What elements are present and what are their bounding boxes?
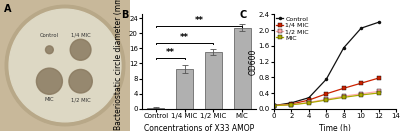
Text: Control: Control	[40, 33, 59, 38]
1/2 MIC	[376, 91, 381, 92]
Circle shape	[70, 39, 91, 60]
MIC	[289, 104, 294, 106]
Text: B: B	[122, 10, 129, 20]
1/2 MIC	[324, 99, 329, 100]
Y-axis label: Bacteriostatic circle diameter (mm): Bacteriostatic circle diameter (mm)	[114, 0, 123, 130]
MIC	[359, 94, 364, 96]
Line: 1/4 MIC: 1/4 MIC	[272, 77, 380, 107]
Line: Control: Control	[272, 21, 380, 107]
1/4 MIC	[341, 88, 346, 89]
Y-axis label: OD600: OD600	[248, 48, 257, 75]
MIC	[341, 97, 346, 98]
MIC	[272, 105, 276, 106]
Line: 1/2 MIC: 1/2 MIC	[272, 90, 380, 107]
1/4 MIC	[359, 82, 364, 84]
MIC	[324, 99, 329, 101]
Legend: Control, 1/4 MIC, 1/2 MIC, MIC: Control, 1/4 MIC, 1/2 MIC, MIC	[275, 16, 310, 41]
Text: **: **	[166, 48, 175, 57]
1/4 MIC	[289, 103, 294, 105]
1/2 MIC	[359, 93, 364, 95]
Control	[359, 27, 364, 29]
Bar	[147, 108, 164, 109]
Text: **: **	[180, 33, 189, 42]
Text: A: A	[4, 4, 11, 14]
Control	[341, 47, 346, 49]
Text: 1/4 MIC: 1/4 MIC	[71, 33, 90, 38]
X-axis label: Time (h): Time (h)	[319, 124, 351, 131]
X-axis label: Concentrations of X33 AMOP: Concentrations of X33 AMOP	[144, 124, 254, 131]
1/2 MIC	[272, 105, 276, 106]
Control	[306, 97, 311, 99]
Text: MIC: MIC	[44, 97, 54, 102]
Text: **: **	[194, 16, 204, 25]
Bar	[234, 28, 251, 109]
1/2 MIC	[341, 95, 346, 97]
Control	[272, 105, 276, 106]
1/4 MIC	[376, 77, 381, 79]
Control	[324, 78, 329, 80]
Control	[376, 21, 381, 23]
Text: C: C	[240, 10, 247, 20]
1/4 MIC	[272, 105, 276, 106]
Text: 1/2 MIC: 1/2 MIC	[71, 97, 90, 102]
Circle shape	[9, 9, 121, 122]
1/4 MIC	[324, 93, 329, 95]
Line: MIC: MIC	[272, 91, 380, 107]
1/2 MIC	[289, 104, 294, 106]
Circle shape	[46, 46, 53, 54]
Bar	[205, 52, 222, 109]
MIC	[376, 92, 381, 94]
1/2 MIC	[306, 102, 311, 103]
MIC	[306, 102, 311, 104]
Control	[289, 102, 294, 104]
Circle shape	[69, 69, 92, 93]
Bar	[176, 69, 193, 109]
Circle shape	[5, 5, 125, 126]
Circle shape	[36, 68, 62, 94]
1/4 MIC	[306, 99, 311, 101]
